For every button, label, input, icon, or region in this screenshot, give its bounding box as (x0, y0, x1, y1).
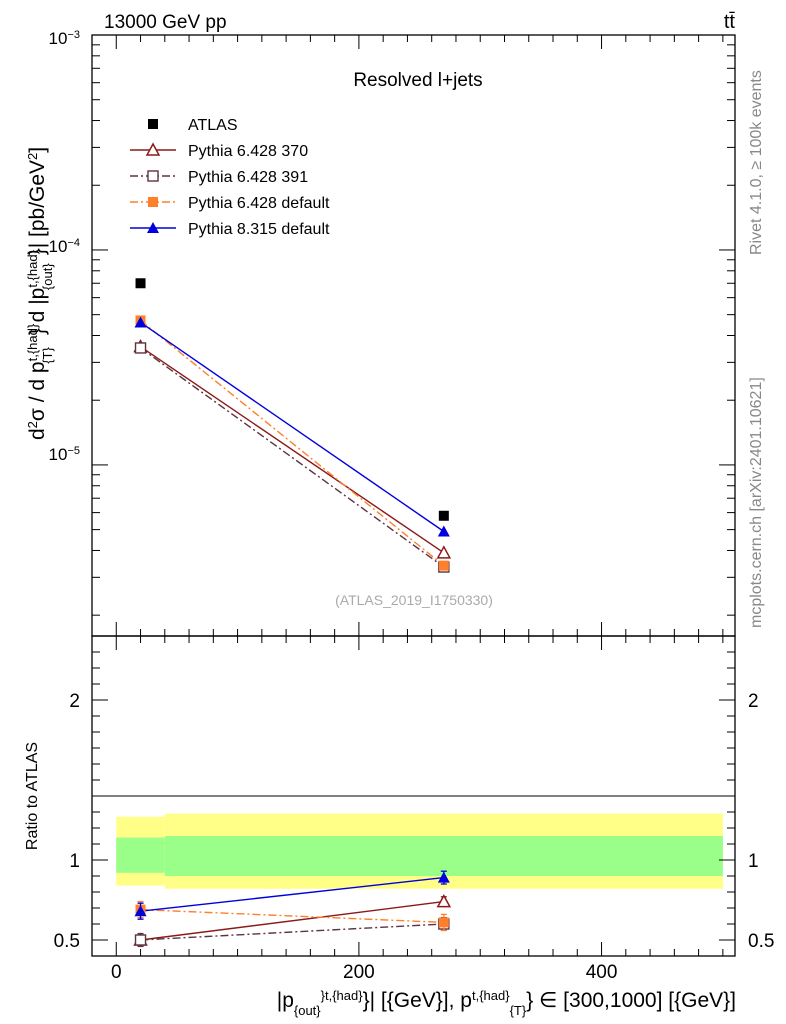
energy-label: 13000 GeV pp (104, 12, 227, 33)
ratio-point-3-0 (134, 905, 147, 917)
ratio-tick-labels: 0.5 0.5 1 1 2 2 0 200 400 (54, 691, 775, 983)
legend-marker-0 (148, 119, 158, 129)
ratio-point-3-1 (437, 871, 450, 883)
legend-label-0: ATLAS (188, 117, 238, 134)
ratio-ticks (92, 636, 735, 956)
source-label: mcplots.cern.ch [arXiv:2401.10621] (748, 377, 765, 628)
main-y-axis-title: d2σ / d pt,{had}{T}} d |pt,{had}{out}}| … (25, 147, 55, 440)
legend-label-4: Pythia 8.315 default (188, 221, 330, 238)
legend: ATLAS Pythia 6.428 370 Pythia 6.428 391 Pyt… (130, 117, 330, 238)
ratio-y-tick-label-right: 2 (748, 691, 759, 712)
main-point-1-1 (436, 545, 452, 559)
legend-marker-3 (148, 197, 158, 207)
x-axis-label: |p{out}}t,{had}}| [{GeV}], pt,{had}{T}} … (277, 988, 736, 1018)
rivet-label: Rivet 4.1.0, ≥ 100k events (748, 70, 765, 255)
analysis-watermark: (ATLAS_2019_I1750330) (335, 592, 493, 608)
legend-marker-1 (145, 142, 161, 156)
ratio-uncertainty-bands (116, 813, 723, 889)
ratio-y-tick-label-right: 1 (748, 851, 759, 872)
main-point-3-1 (438, 560, 449, 571)
ratio-y-tick-label-left: 1 (69, 851, 80, 872)
main-line-2 (140, 347, 445, 568)
main-y-axis-label: d2σ / d pt,{had}{T}} d |pt,{had}{out}}| … (25, 147, 55, 440)
ratio-line-2 (140, 908, 444, 924)
y-tick-label-1e-3: 10−3 (49, 29, 80, 48)
main-line-4 (140, 321, 445, 533)
main-series-markers (133, 278, 452, 573)
main-series-lines (140, 319, 445, 568)
main-line-1 (140, 346, 445, 554)
x-tick-label: 200 (343, 962, 375, 983)
ratio-series-markers (133, 870, 452, 948)
y-tick-label-1e-5: 10−5 (49, 445, 80, 464)
legend-label-1: Pythia 6.428 370 (188, 143, 308, 160)
ratio-line-3 (140, 876, 444, 912)
ratio-y-axis-label: Ratio to ATLAS (24, 742, 41, 850)
main-point-0-0 (135, 278, 146, 289)
legend-label-2: Pythia 6.428 391 (188, 169, 308, 186)
ratio-point-2-1 (438, 917, 449, 928)
legend-marker-4 (147, 222, 159, 233)
ratio-y-tick-label-left: 0.5 (54, 931, 80, 952)
x-tick-label: 0 (111, 962, 122, 983)
ratio-panel: 0.5 0.5 1 1 2 2 0 200 400 Ratio to ATLAS |p{out}… (24, 635, 775, 1018)
legend-label-3: Pythia 6.428 default (188, 195, 330, 212)
main-point-2-0 (134, 342, 147, 354)
ratio-line-0 (140, 900, 444, 941)
main-ticks (92, 35, 735, 636)
chart-title: Resolved l+jets (353, 70, 482, 91)
process-label: tt̄ (724, 11, 736, 33)
ratio-series-lines (140, 876, 444, 941)
y-tick-labels: 10−3 10−4 10−5 (49, 29, 80, 464)
band-green-1 (164, 836, 723, 876)
ratio-point-0-1 (436, 894, 452, 908)
ratio-y-tick-label-left: 2 (69, 691, 80, 712)
main-point-4-1 (437, 525, 450, 537)
y-tick-label-1e-4: 10−4 (49, 237, 80, 256)
ratio-point-1-0 (134, 934, 147, 946)
main-line-3 (140, 319, 445, 567)
main-panel: Resolved l+jets (ATLAS_2019_I1750330) 10… (25, 29, 736, 637)
ratio-y-tick-label-right: 0.5 (748, 931, 774, 952)
x-tick-label: 400 (586, 962, 618, 983)
main-point-4-0 (134, 316, 147, 328)
main-point-0-1 (438, 510, 449, 521)
band-green-0 (116, 837, 165, 873)
legend-marker-2 (147, 170, 159, 182)
ratio-line-1 (140, 923, 444, 941)
x-axis-title: |p{out}}t,{had}}| [{GeV}], pt,{had}{T}} … (277, 988, 736, 1018)
